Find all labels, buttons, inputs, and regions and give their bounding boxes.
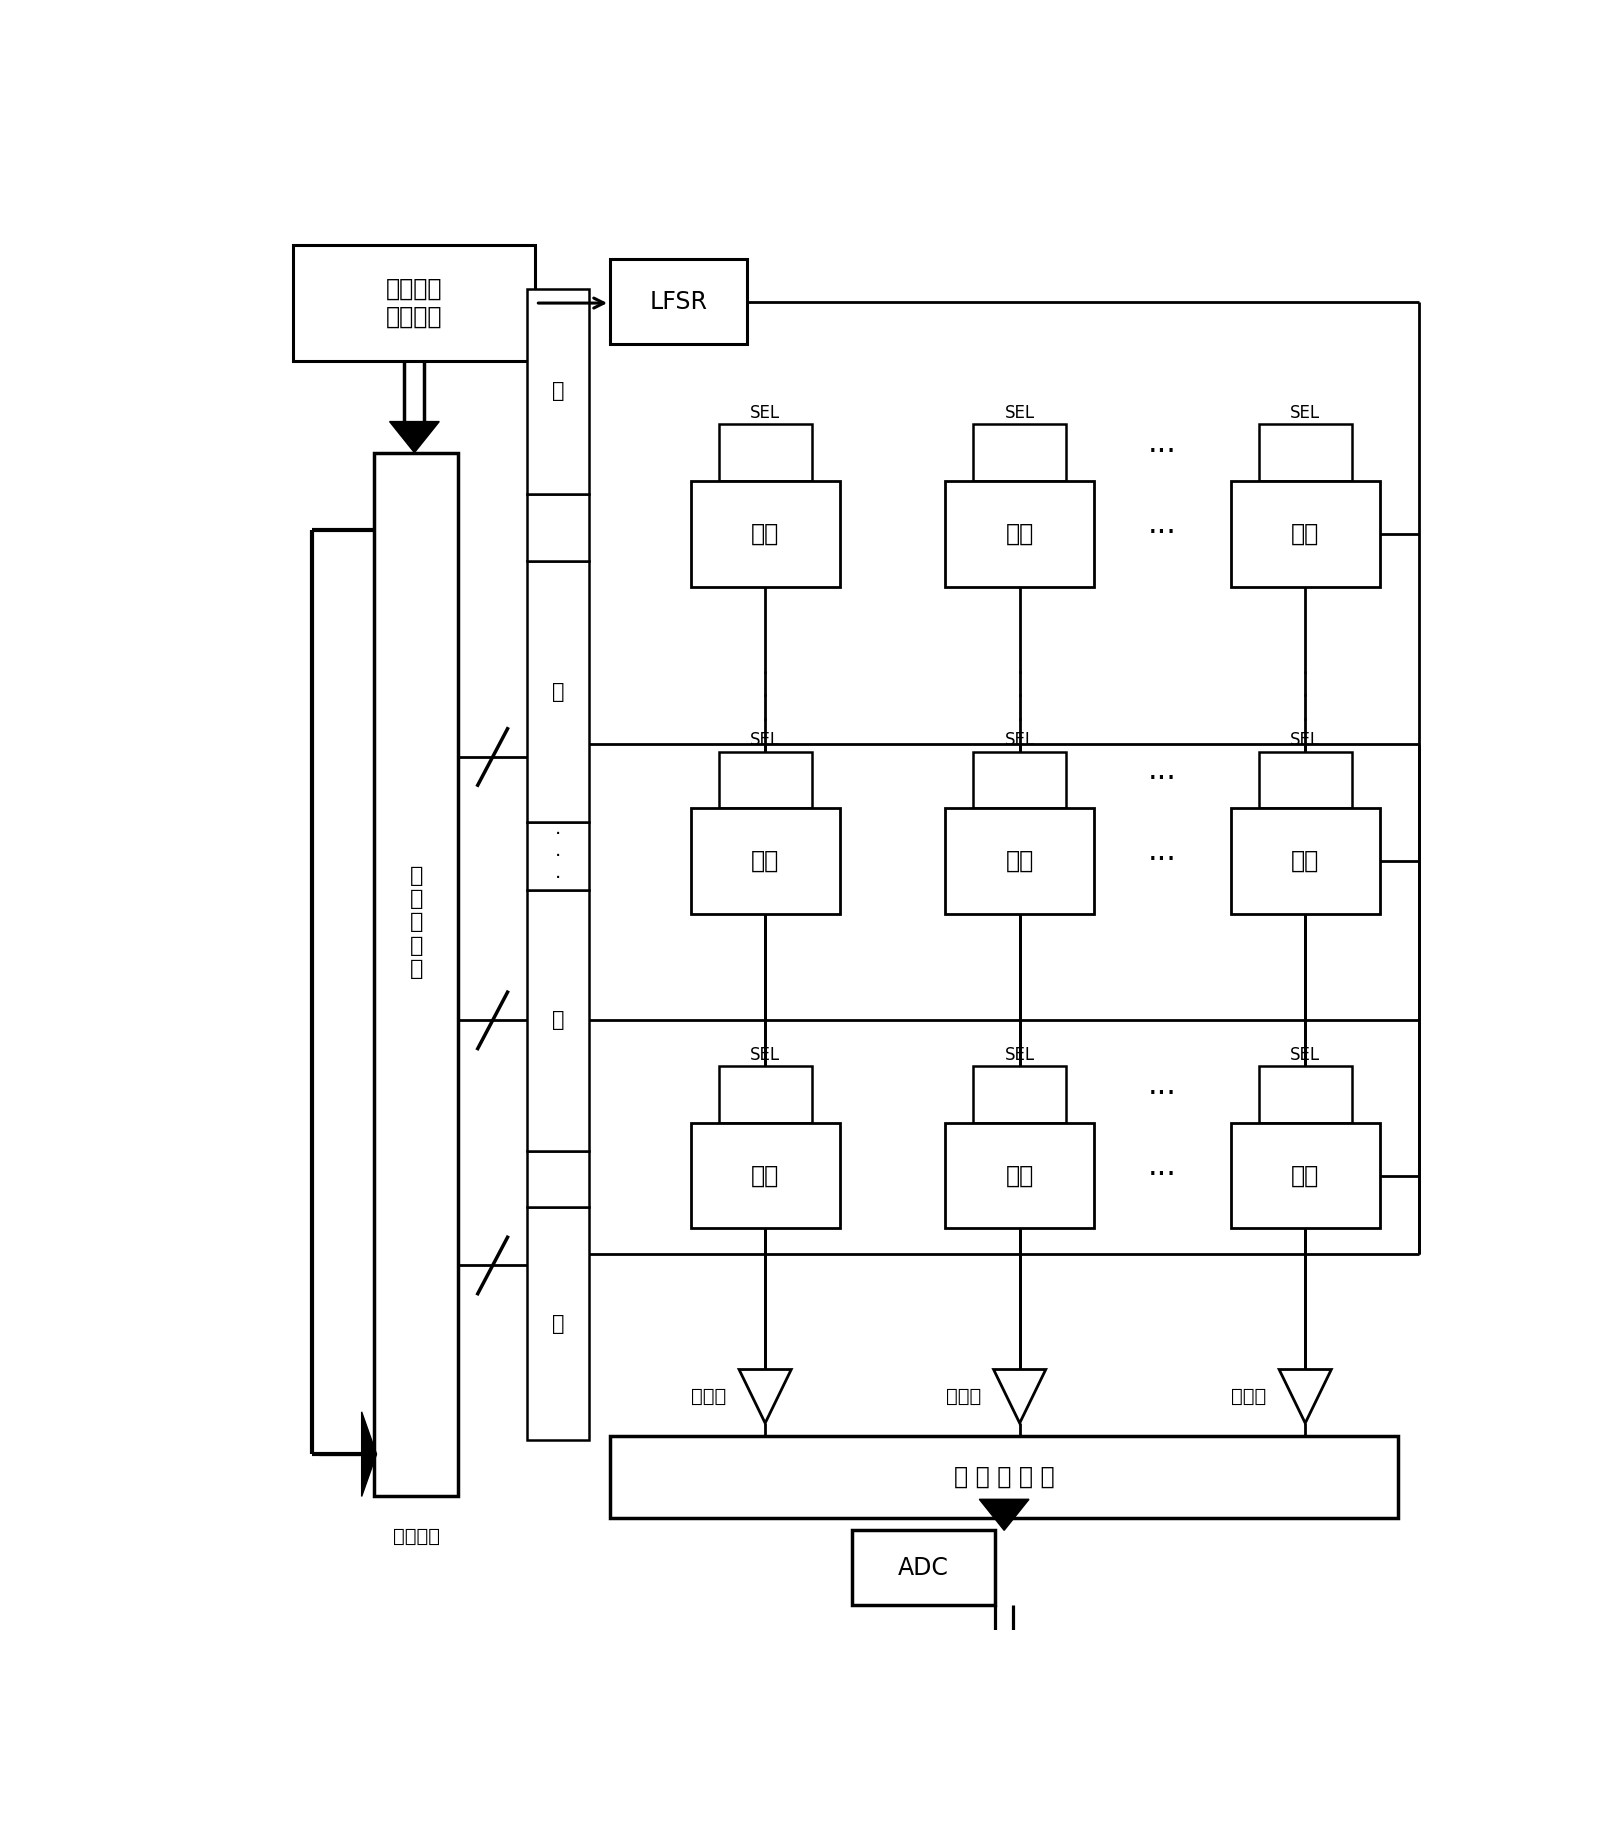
Bar — [719, 425, 812, 480]
Text: SEL: SEL — [750, 731, 780, 749]
Polygon shape — [979, 1499, 1028, 1530]
Text: 像素: 像素 — [1291, 1163, 1320, 1187]
Text: 累加器: 累加器 — [692, 1387, 727, 1405]
Bar — [945, 808, 1094, 914]
Bar — [972, 751, 1067, 808]
Bar — [375, 453, 458, 1497]
Bar — [690, 808, 839, 914]
Text: ·
·
·: · · · — [1302, 665, 1309, 731]
Bar — [527, 823, 590, 890]
Polygon shape — [389, 421, 439, 453]
Text: 行: 行 — [551, 1314, 564, 1334]
Bar — [1259, 751, 1352, 808]
Text: SEL: SEL — [1290, 731, 1320, 749]
Polygon shape — [993, 1370, 1046, 1423]
Text: 移
位
寄
存
器: 移 位 寄 存 器 — [410, 867, 423, 978]
Bar — [719, 1066, 812, 1123]
Bar — [527, 1150, 590, 1207]
Polygon shape — [739, 1370, 791, 1423]
Text: 累加器: 累加器 — [945, 1387, 980, 1405]
Text: SEL: SEL — [1004, 405, 1035, 421]
Polygon shape — [362, 1412, 376, 1497]
Text: ···: ··· — [1149, 438, 1177, 467]
Bar — [527, 289, 590, 493]
Text: ·
·
·: · · · — [761, 665, 769, 731]
Polygon shape — [979, 1641, 1028, 1673]
Text: 循环移位: 循环移位 — [392, 1526, 441, 1546]
Bar — [1230, 808, 1379, 914]
Bar — [527, 890, 590, 1150]
Text: 像素: 像素 — [1006, 522, 1033, 546]
Bar — [945, 1123, 1094, 1229]
Text: SEL: SEL — [750, 1046, 780, 1064]
Bar — [719, 751, 812, 808]
Bar — [1230, 480, 1379, 586]
Text: SEL: SEL — [1290, 1046, 1320, 1064]
Text: ·
·
·: · · · — [1016, 665, 1024, 731]
Text: ···: ··· — [1149, 766, 1177, 795]
Text: ···: ··· — [1149, 518, 1177, 548]
Text: ···: ··· — [1149, 846, 1177, 876]
Text: 累加器: 累加器 — [1232, 1387, 1267, 1405]
Text: 像素: 像素 — [1006, 848, 1033, 874]
Text: ADC: ADC — [899, 1555, 948, 1579]
Bar — [293, 245, 535, 361]
Text: 像素: 像素 — [1006, 1163, 1033, 1187]
Text: 像素: 像素 — [751, 522, 779, 546]
Bar — [852, 1530, 995, 1605]
Text: SEL: SEL — [750, 405, 780, 421]
Text: 像素: 像素 — [751, 848, 779, 874]
Bar — [527, 561, 590, 823]
Text: 多 路 选 择 器: 多 路 选 择 器 — [953, 1466, 1054, 1489]
Text: SEL: SEL — [1004, 731, 1035, 749]
Bar — [1230, 1123, 1379, 1229]
Bar — [690, 1123, 839, 1229]
Text: 择: 择 — [551, 682, 564, 702]
Bar — [690, 480, 839, 586]
Text: LFSR: LFSR — [649, 289, 706, 313]
Bar — [945, 480, 1094, 586]
Bar — [610, 1436, 1399, 1517]
Polygon shape — [1278, 1370, 1331, 1423]
Bar — [972, 1066, 1067, 1123]
Text: 像素: 像素 — [1291, 522, 1320, 546]
Text: ·
·
·: · · · — [554, 824, 561, 887]
Text: SEL: SEL — [1004, 1046, 1035, 1064]
Bar — [972, 425, 1067, 480]
Bar — [610, 260, 747, 344]
Bar — [1259, 425, 1352, 480]
Text: 初始化伪
随机序列: 初始化伪 随机序列 — [386, 277, 442, 330]
Bar — [527, 1207, 590, 1440]
Text: 像素: 像素 — [751, 1163, 779, 1187]
Text: ···: ··· — [1149, 1079, 1177, 1108]
Text: ···: ··· — [1149, 1161, 1177, 1191]
Text: SEL: SEL — [1290, 405, 1320, 421]
Text: 像素: 像素 — [1291, 848, 1320, 874]
Text: 选: 选 — [551, 1011, 564, 1030]
Bar — [527, 493, 590, 561]
Text: 器: 器 — [551, 381, 564, 401]
Bar — [1259, 1066, 1352, 1123]
